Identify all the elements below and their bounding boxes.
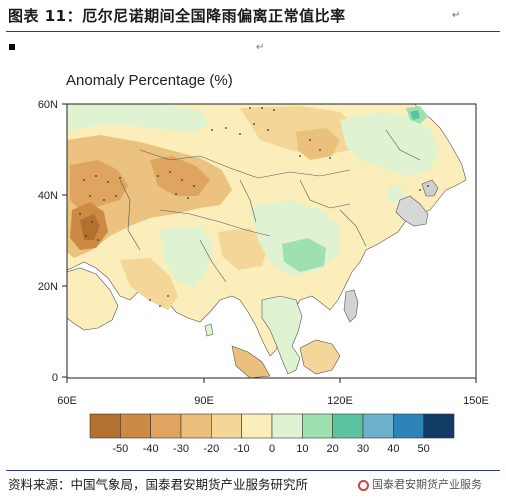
wet-anomaly-region [67, 104, 210, 132]
colorbar-swatch [332, 413, 364, 439]
land-mass [261, 295, 303, 375]
significance-stipple [79, 107, 429, 307]
colorbar-label: -10 [234, 443, 250, 455]
longitude-ticks [66, 378, 477, 383]
colorbar-swatch [393, 413, 424, 439]
colorbar-swatch [180, 413, 212, 439]
dry-anomaly-region [120, 258, 178, 310]
lon-tick-label: 90E [194, 395, 214, 407]
latitude-ticks [62, 103, 67, 378]
colorbar-label: 20 [327, 443, 339, 455]
colorbar-swatch [362, 413, 394, 439]
lat-tick-label: 20N [38, 281, 58, 293]
lon-tick-label: 120E [327, 395, 353, 407]
plot-title: Anomaly Percentage (%) [66, 72, 233, 89]
wet-anomaly-region [386, 184, 404, 204]
paragraph-mark-icon: ↵ [452, 10, 461, 21]
land-mass [343, 289, 359, 323]
figure-title: 图表 11：厄尔尼诺期间全国降雨偏离正常值比率 [8, 7, 346, 25]
colorbar-label: -20 [203, 443, 219, 455]
dry-anomaly-region [296, 128, 340, 160]
colorbar-swatch [271, 413, 303, 439]
dry-anomaly-region [80, 214, 100, 240]
colorbar-swatch [150, 413, 182, 439]
source-divider [6, 470, 500, 471]
watermark-text: 国泰君安期货产业服务 [372, 478, 482, 491]
colorbar-swatch [423, 413, 455, 439]
land-mass [421, 179, 439, 197]
colorbar-label: -30 [173, 443, 189, 455]
lon-tick-label: 150E [463, 395, 489, 407]
watermark: 国泰君安期货产业服务 [358, 476, 482, 492]
wet-anomaly-region [282, 238, 326, 272]
colorbar-swatch [302, 413, 333, 439]
paragraph-mark-icon: ↵ [256, 42, 265, 53]
colorbar-swatch [211, 413, 242, 439]
colorbar-label: 0 [269, 443, 275, 455]
land-mass [395, 195, 429, 227]
source-note: 资料来源：中国气象局，国泰君安期货产业服务研究所 [8, 477, 309, 492]
dry-anomaly-region [150, 156, 210, 196]
plot-frame [66, 103, 477, 379]
colorbar-label: 30 [357, 443, 369, 455]
dry-anomaly-region [70, 160, 128, 210]
country-borders [119, 129, 421, 283]
colorbar-label: 50 [418, 443, 430, 455]
colorbar-label: 10 [296, 443, 308, 455]
wet-anomaly-region [340, 112, 440, 176]
logo-icon [358, 480, 369, 491]
colorbar: -50 -40 -30 -20 -10 0 10 20 30 40 50 [89, 413, 455, 455]
colorbar-label: -50 [112, 443, 128, 455]
bullet-square-icon [9, 44, 15, 50]
lat-tick-label: 60N [38, 99, 58, 111]
lat-tick-label: 40N [38, 190, 58, 202]
anomaly-map: 60N 40N 20N 0 60E 90E 120E 150E -50 -40 -3… [38, 99, 489, 455]
colorbar-label: -40 [143, 443, 159, 455]
colorbar-swatch [241, 413, 273, 439]
land-mass [67, 267, 119, 331]
shaded-land [67, 104, 467, 378]
land-mass [204, 323, 214, 337]
dry-anomaly-region [218, 228, 268, 270]
land-mass [231, 345, 271, 378]
colorbar-swatch [120, 413, 151, 439]
wet-anomaly-region [410, 110, 420, 120]
colorbar-swatch [89, 413, 121, 439]
lat-tick-label: 0 [52, 372, 58, 384]
colorbar-label: 40 [387, 443, 399, 455]
title-divider [6, 31, 500, 32]
land-mass [299, 339, 341, 375]
lon-tick-label: 60E [57, 395, 77, 407]
